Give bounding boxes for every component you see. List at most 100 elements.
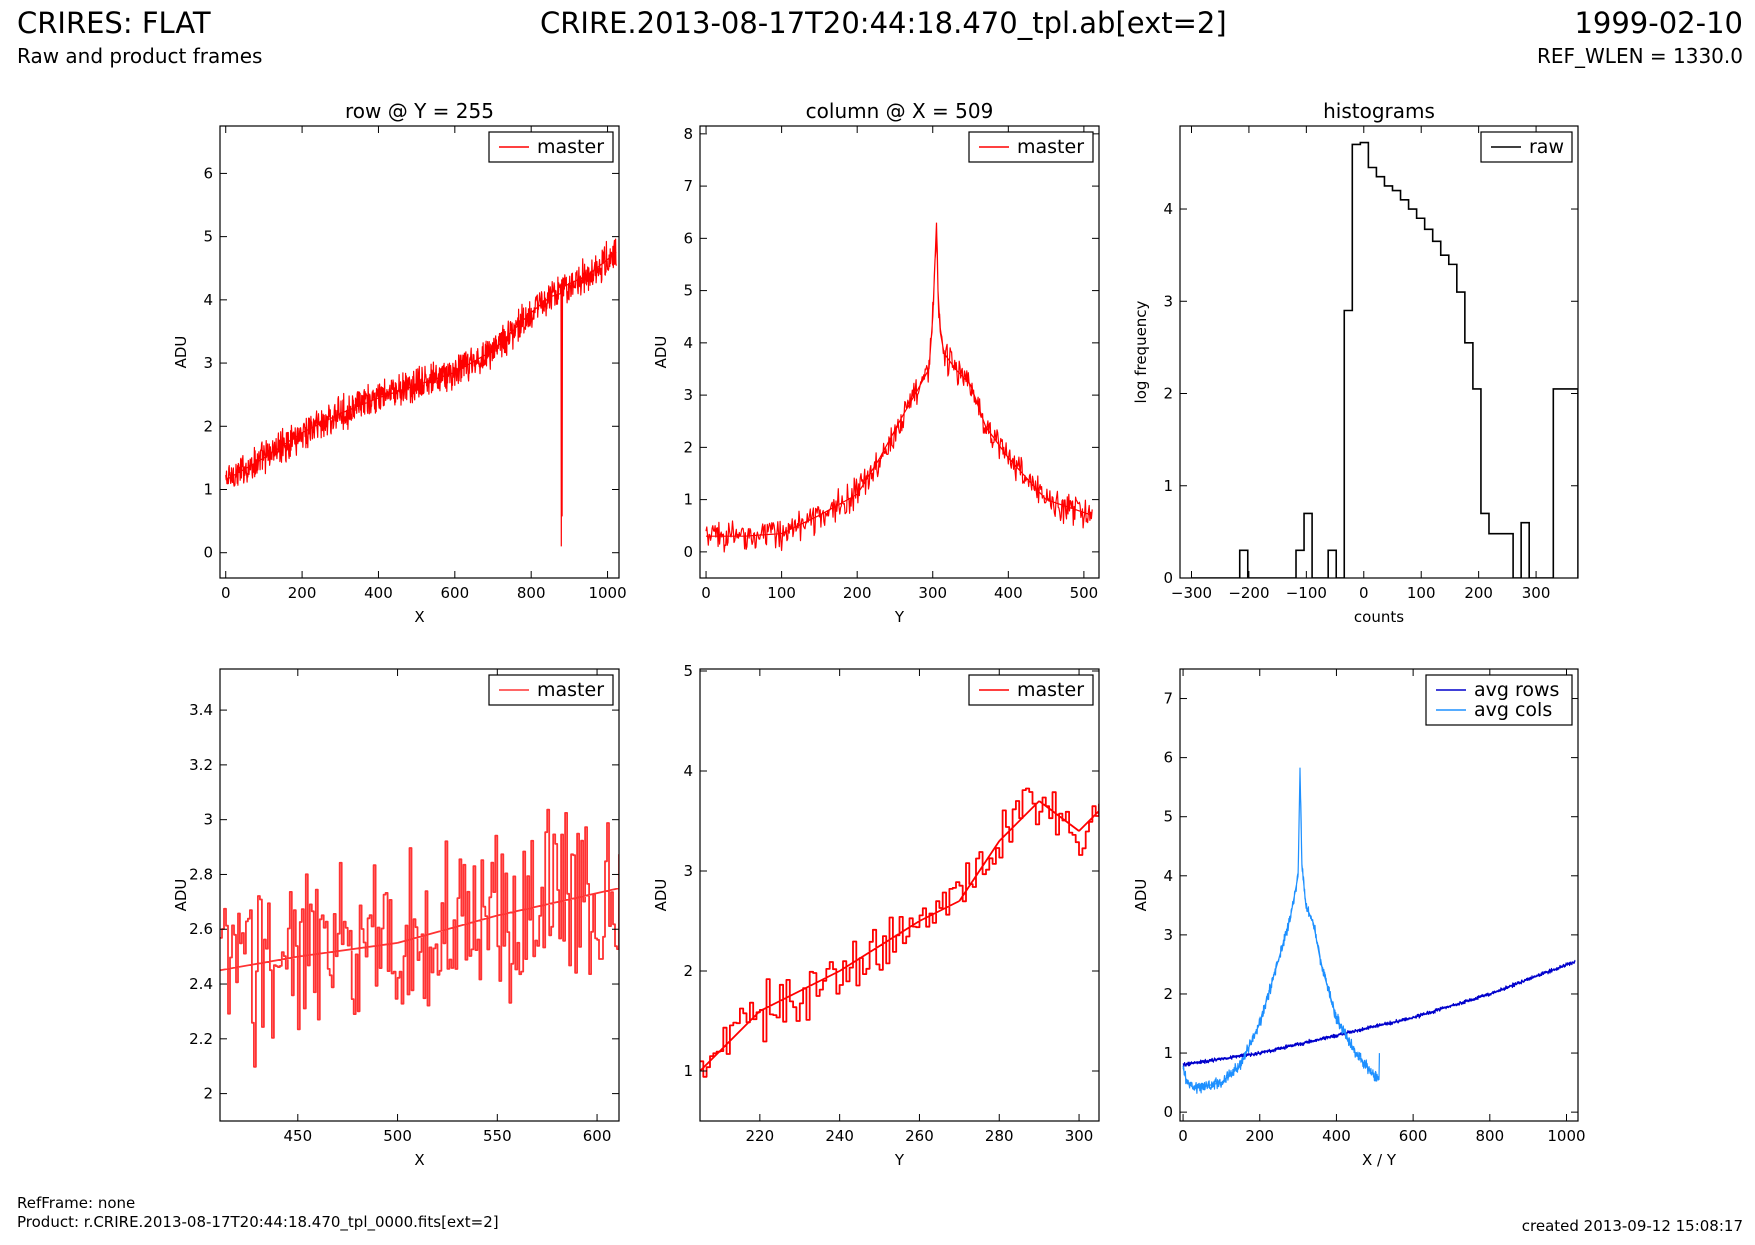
y-tick-label: 7 <box>683 177 693 195</box>
y-tick-label: 6 <box>203 164 213 182</box>
chart-col: 0 100 200 300 400 500 0 1 2 3 4 5 6 7 8 column @ X = 50… <box>652 99 1100 626</box>
x-axis-label: Y <box>894 608 905 626</box>
x-tick-label: 600 <box>583 1127 612 1145</box>
x-tick-label: 0 <box>1178 1127 1188 1145</box>
x-tick-label: 400 <box>994 584 1023 602</box>
y-tick-label: 2.2 <box>189 1030 213 1048</box>
y-tick-label: 3 <box>683 862 693 880</box>
plot-area-avg <box>1182 767 1576 1094</box>
y-axis-label: ADU <box>1132 879 1150 912</box>
plot-area-hist <box>1191 141 1578 578</box>
y-tick-label: 3 <box>203 811 213 829</box>
y-tick-label: 0 <box>1163 1103 1173 1121</box>
x-tick-label: −200 <box>1228 584 1269 602</box>
plot-area-col <box>705 222 1093 553</box>
frame-filename: CRIRE.2013-08-17T20:44:18.470_tpl.ab[ext… <box>540 6 1227 40</box>
x-tick-label: 100 <box>1407 584 1436 602</box>
legend: master <box>968 131 1094 163</box>
axes-frame <box>699 125 1100 579</box>
y-tick-label: 2.6 <box>189 920 213 938</box>
report-title: CRIRES: FLAT <box>17 6 211 40</box>
chart-hist: −300 −200 −100 0 100 200 300 0 1 2 3 4 histograms cou… <box>1132 99 1579 626</box>
reference-wavelength: REF_WLEN = 1330.0 <box>1536 44 1743 68</box>
x-tick-label: 1000 <box>588 584 626 602</box>
x-tick-label: 600 <box>1399 1127 1428 1145</box>
y-tick-label: 3 <box>203 354 213 372</box>
y-tick-label: 4 <box>1163 200 1173 218</box>
y-tick-label: 5 <box>203 228 213 246</box>
x-tick-label: 300 <box>1065 1127 1094 1145</box>
y-tick-label: 1 <box>203 480 213 498</box>
y-axis-label: ADU <box>652 336 670 369</box>
series-line-master <box>700 787 1099 1078</box>
x-axis-label: X / Y <box>1362 1151 1397 1169</box>
y-tick-label: 1 <box>1163 1044 1173 1062</box>
chart-row: 0 200 400 600 800 1000 0 1 2 3 4 5 6 row @ Y = 255 X AD… <box>172 99 627 626</box>
y-tick-label: 4 <box>683 334 693 352</box>
y-tick-label: 0 <box>683 543 693 561</box>
x-tick-label: 280 <box>985 1127 1014 1145</box>
y-axis-label: ADU <box>172 879 190 912</box>
plot-area-row-zoom <box>220 808 619 1068</box>
legend-label: avg rows <box>1474 679 1559 701</box>
x-tick-label: 300 <box>918 584 947 602</box>
y-tick-label: 5 <box>683 282 693 300</box>
y-tick-label: 3.2 <box>189 756 213 774</box>
x-tick-label: 0 <box>701 584 711 602</box>
report-subtitle: Raw and product frames <box>17 44 263 68</box>
legend-label: master <box>537 679 604 701</box>
x-tick-label: 200 <box>288 584 317 602</box>
legend-label: avg cols <box>1474 699 1552 721</box>
y-tick-label: 7 <box>1163 690 1173 708</box>
x-tick-label: 400 <box>364 584 393 602</box>
legend: master <box>488 131 614 163</box>
x-tick-label: 500 <box>1070 584 1099 602</box>
y-tick-label: 2 <box>203 417 213 435</box>
legend-label: master <box>537 136 604 158</box>
x-tick-label: 600 <box>440 584 469 602</box>
created-timestamp: created 2013-09-12 15:08:17 <box>1521 1217 1743 1235</box>
x-tick-label: 500 <box>383 1127 412 1145</box>
series-line-master <box>225 238 617 547</box>
x-tick-label: 240 <box>825 1127 854 1145</box>
x-tick-label: 100 <box>767 584 796 602</box>
x-tick-label: 220 <box>746 1127 775 1145</box>
x-tick-label: 200 <box>1464 584 1493 602</box>
x-tick-label: 200 <box>843 584 872 602</box>
y-tick-label: 8 <box>683 125 693 143</box>
chart-avg: 0 200 400 600 800 1000 0 1 2 3 4 5 6 7 X / Y ADU avg row… <box>1132 668 1586 1169</box>
legend: master <box>968 674 1094 706</box>
x-tick-label: 0 <box>1359 584 1369 602</box>
x-axis-label: counts <box>1354 608 1404 626</box>
refframe-label: RefFrame: none <box>17 1194 136 1212</box>
x-axis-label: X <box>414 1151 424 1169</box>
y-tick-label: 0 <box>1163 569 1173 587</box>
legend-label: raw <box>1529 136 1564 158</box>
plot-area-col-zoom <box>700 787 1099 1078</box>
y-tick-label: 2 <box>683 438 693 456</box>
x-axis-label: X <box>414 608 424 626</box>
axes-frame <box>699 668 1100 1122</box>
axes-frame <box>219 668 620 1122</box>
series-line-avg-rows <box>1182 959 1576 1068</box>
x-tick-label: 0 <box>221 584 231 602</box>
y-tick-label: 2 <box>683 962 693 980</box>
y-tick-label: 2 <box>203 1085 213 1103</box>
chart-title: column @ X = 509 <box>806 99 994 123</box>
series-line-avg-cols <box>1182 767 1380 1094</box>
x-tick-label: 400 <box>1322 1127 1351 1145</box>
x-tick-label: 1000 <box>1547 1127 1585 1145</box>
y-tick-label: 2 <box>1163 385 1173 403</box>
y-tick-label: 1 <box>1163 477 1173 495</box>
axes-frame <box>219 125 620 579</box>
legend: raw <box>1480 131 1573 163</box>
x-axis-label: Y <box>894 1151 905 1169</box>
chart-col-zoom: 220 240 260 280 300 1 2 3 4 5 Y ADU master <box>652 662 1100 1169</box>
y-axis-label: log frequency <box>1132 300 1150 403</box>
plot-area-row <box>225 238 617 547</box>
y-tick-label: 3 <box>1163 292 1173 310</box>
y-tick-label: 6 <box>683 229 693 247</box>
y-axis-label: ADU <box>652 879 670 912</box>
legend-label: master <box>1017 679 1084 701</box>
